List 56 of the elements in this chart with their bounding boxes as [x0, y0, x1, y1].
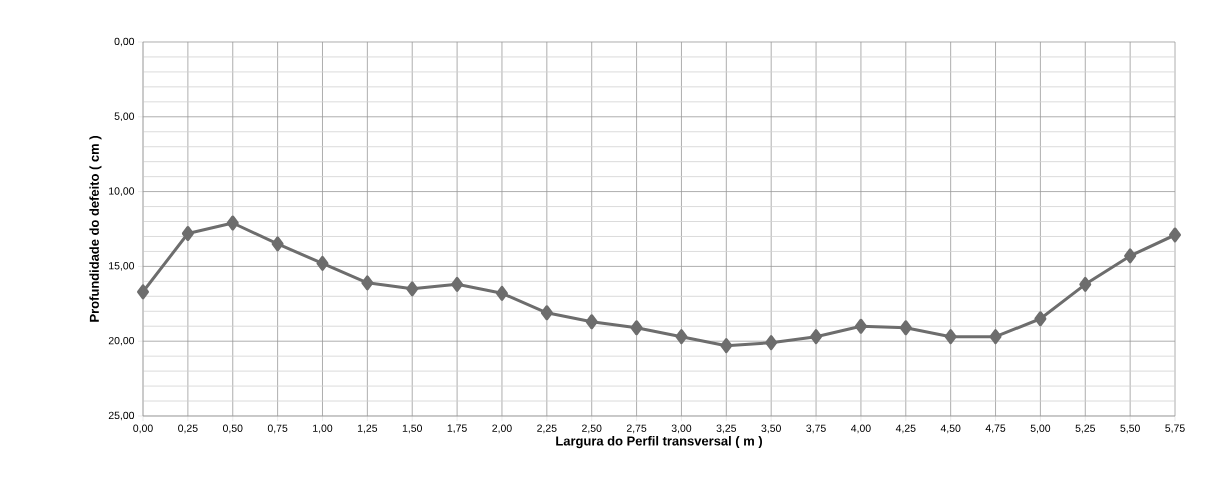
- x-tick-label: 2,25: [537, 424, 557, 434]
- point: [540, 305, 553, 321]
- x-tick-label: 0,25: [178, 424, 198, 434]
- point: [271, 236, 284, 252]
- point: [361, 275, 374, 291]
- point: [451, 276, 464, 292]
- point: [495, 285, 508, 301]
- point: [1079, 276, 1092, 292]
- x-tick-label: 0,00: [133, 424, 153, 434]
- point: [137, 284, 150, 300]
- x-tick-label: 1,25: [357, 424, 378, 434]
- x-tick-label: 2,50: [582, 424, 602, 434]
- point: [630, 320, 643, 336]
- point: [944, 329, 957, 345]
- x-tick-label: 5,75: [1165, 424, 1185, 434]
- x-tick-label: 0,50: [222, 424, 243, 434]
- point: [899, 320, 912, 336]
- x-tick-label: 5,50: [1120, 424, 1140, 434]
- x-tick-label: 4,50: [940, 424, 961, 434]
- point: [1124, 248, 1137, 264]
- x-tick-label: 4,25: [895, 424, 916, 434]
- y-axis-title: Profundidade do defeito ( cm ): [89, 136, 102, 322]
- x-tick-label: 1,50: [402, 424, 422, 434]
- point: [989, 329, 1002, 345]
- y-tick-label: 0,00: [114, 37, 135, 47]
- x-tick-label: 3,75: [806, 424, 826, 434]
- point: [675, 329, 688, 345]
- point: [406, 281, 419, 297]
- point: [181, 225, 194, 241]
- x-axis-title: Largura do Perfil transversal ( m ): [556, 435, 762, 449]
- x-tick-label: 4,75: [985, 424, 1006, 434]
- x-tick-label: 2,75: [626, 424, 647, 434]
- y-tick-label: 25,00: [108, 411, 135, 421]
- point: [854, 318, 867, 334]
- x-tick-label: 5,00: [1030, 424, 1051, 434]
- point: [226, 215, 239, 231]
- y-tick-label: 20,00: [108, 336, 135, 346]
- x-tick-label: 4,00: [850, 424, 871, 434]
- point: [1034, 311, 1047, 327]
- point: [765, 335, 778, 351]
- x-tick-label: 2,00: [492, 424, 512, 434]
- x-tick-label: 0,75: [267, 424, 288, 434]
- x-tick-label: 1,75: [447, 424, 467, 434]
- y-tick-label: 5,00: [114, 112, 135, 122]
- y-tick-label: 10,00: [109, 187, 135, 196]
- x-tick-label: 3,00: [671, 424, 692, 434]
- point: [1169, 227, 1182, 243]
- y-tick-label: 15,00: [109, 262, 135, 271]
- point: [316, 255, 329, 271]
- point: [585, 314, 598, 330]
- x-tick-label: 1,00: [313, 424, 333, 434]
- x-tick-label: 3,25: [716, 424, 737, 434]
- point: [810, 329, 823, 345]
- point: [720, 338, 733, 354]
- x-tick-label: 3,50: [761, 424, 781, 434]
- x-tick-label: 5,25: [1075, 424, 1096, 434]
